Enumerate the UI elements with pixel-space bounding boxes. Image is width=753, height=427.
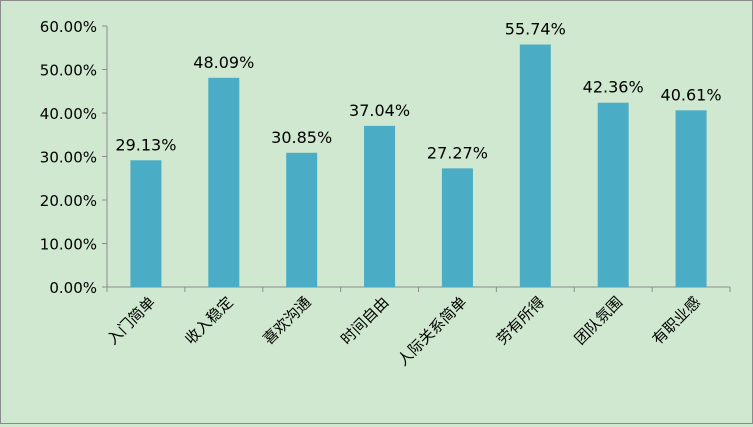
data-label: 42.36% (583, 78, 644, 97)
data-label: 48.09% (193, 53, 254, 72)
bars (130, 44, 707, 287)
y-tick-label: 0.00% (49, 279, 97, 297)
x-tick-label: 时间自由 (337, 293, 392, 348)
y-tick-label: 30.00% (40, 149, 97, 167)
data-label: 30.85% (271, 128, 332, 147)
x-tick-label: 有职业感 (649, 293, 704, 348)
bar (364, 125, 396, 287)
data-label: 55.74% (505, 20, 566, 39)
x-tick-labels: 入门简单 收入稳定 喜欢沟通 时间自由 人际关系简单 劳有所得 团队氛围 有职业感 (104, 293, 704, 369)
bar (675, 110, 707, 287)
data-labels: 29.13% 48.09% 30.85% 37.04% 27.27% 55.74% 42.3… (115, 20, 721, 163)
bar (441, 168, 473, 287)
bar (286, 152, 318, 287)
y-tick-label: 40.00% (40, 105, 97, 123)
x-tick-label: 人际关系简单 (394, 293, 470, 369)
y-axis: 0.00% 10.00% 20.00% 30.00% 40.00% 50.00% 60.00… (40, 18, 108, 297)
y-tick-label: 50.00% (40, 62, 97, 80)
bar (130, 160, 162, 287)
data-label: 29.13% (115, 135, 176, 154)
bar (519, 44, 551, 287)
data-label: 37.04% (349, 101, 410, 120)
x-tick-label: 团队氛围 (571, 293, 626, 348)
x-tick-label: 喜欢沟通 (259, 293, 314, 348)
x-axis (106, 286, 731, 292)
x-tick-label: 收入稳定 (181, 293, 236, 348)
x-tick-label: 劳有所得 (493, 293, 548, 348)
y-tick-label: 10.00% (40, 236, 97, 254)
y-tick-label: 20.00% (40, 192, 97, 210)
data-label: 40.61% (661, 85, 722, 104)
y-tick-label: 60.00% (40, 18, 97, 36)
bar (208, 77, 240, 287)
bar (597, 102, 629, 287)
data-label: 27.27% (427, 143, 488, 162)
x-tick-label: 入门简单 (104, 293, 159, 348)
